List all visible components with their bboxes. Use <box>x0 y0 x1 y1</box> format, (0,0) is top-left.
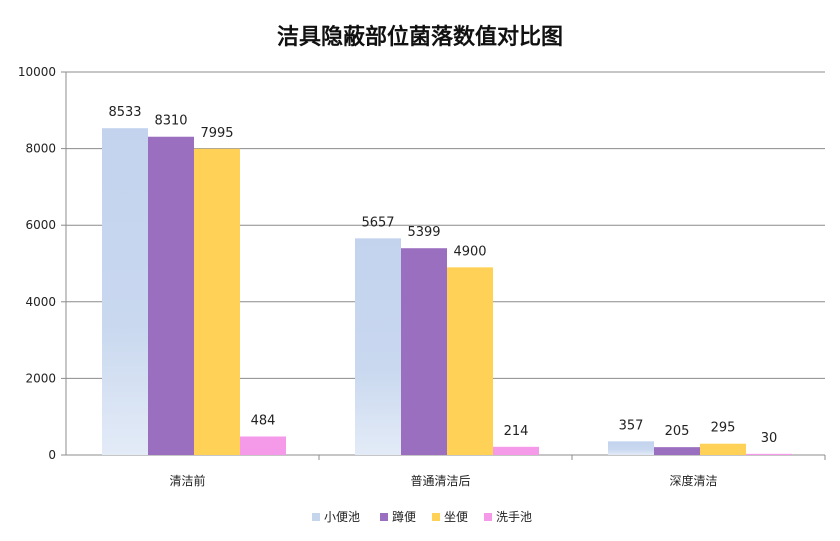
data-label: 214 <box>504 424 529 439</box>
data-labels: 8533 8310 7995 484 5657 5399 4900 214 357 205 295 3… <box>108 105 777 446</box>
legend-label: 坐便 <box>444 510 468 524</box>
data-label: 205 <box>665 424 690 439</box>
y-tick-label: 4000 <box>25 295 56 309</box>
data-label: 30 <box>761 431 778 446</box>
legend-label: 小便池 <box>324 510 360 524</box>
data-label: 8533 <box>108 105 141 120</box>
bar <box>700 443 746 455</box>
bar <box>746 453 792 455</box>
y-tick-label: 6000 <box>25 218 56 232</box>
data-label: 4900 <box>453 244 486 259</box>
bar <box>608 441 654 455</box>
legend-label: 洗手池 <box>496 510 532 524</box>
y-axis-ticks: 0 2000 4000 6000 8000 10000 <box>18 65 56 462</box>
legend: 小便池 蹲便 坐便 洗手池 <box>312 510 532 524</box>
data-label: 357 <box>619 418 644 433</box>
data-label: 8310 <box>154 114 187 129</box>
legend-item: 洗手池 <box>484 510 532 524</box>
x-category-label: 普通清洁后 <box>410 474 470 488</box>
data-label: 295 <box>711 421 736 436</box>
legend-swatch <box>312 513 320 521</box>
bar <box>148 136 194 456</box>
bar <box>401 248 447 455</box>
bars <box>102 128 792 456</box>
data-label: 7995 <box>200 126 233 141</box>
data-label: 484 <box>251 413 276 428</box>
y-tick-label: 2000 <box>25 371 56 385</box>
legend-swatch <box>484 513 492 521</box>
legend-item: 坐便 <box>432 510 468 524</box>
bar <box>102 128 148 455</box>
y-tick-label: 8000 <box>25 142 56 156</box>
legend-item: 小便池 <box>312 510 360 524</box>
y-tick-label: 0 <box>48 448 56 462</box>
legend-swatch <box>432 513 440 521</box>
data-label: 5657 <box>361 215 394 230</box>
x-category-label: 清洁前 <box>169 473 205 488</box>
y-tick-label: 10000 <box>18 65 56 79</box>
data-label: 5399 <box>407 225 440 240</box>
bar <box>355 238 401 455</box>
x-axis-categories: 清洁前 普通清洁后 深度清洁 <box>169 473 717 488</box>
bar <box>240 436 286 455</box>
bar <box>194 148 240 455</box>
bar <box>447 267 493 455</box>
bar <box>654 447 700 455</box>
x-category-label: 深度清洁 <box>669 473 717 488</box>
legend-item: 蹲便 <box>380 510 416 524</box>
legend-swatch <box>380 513 388 521</box>
chart-title: 洁具隐蔽部位菌落数值对比图 <box>277 24 563 50</box>
legend-label: 蹲便 <box>392 510 416 524</box>
bar <box>493 446 539 455</box>
